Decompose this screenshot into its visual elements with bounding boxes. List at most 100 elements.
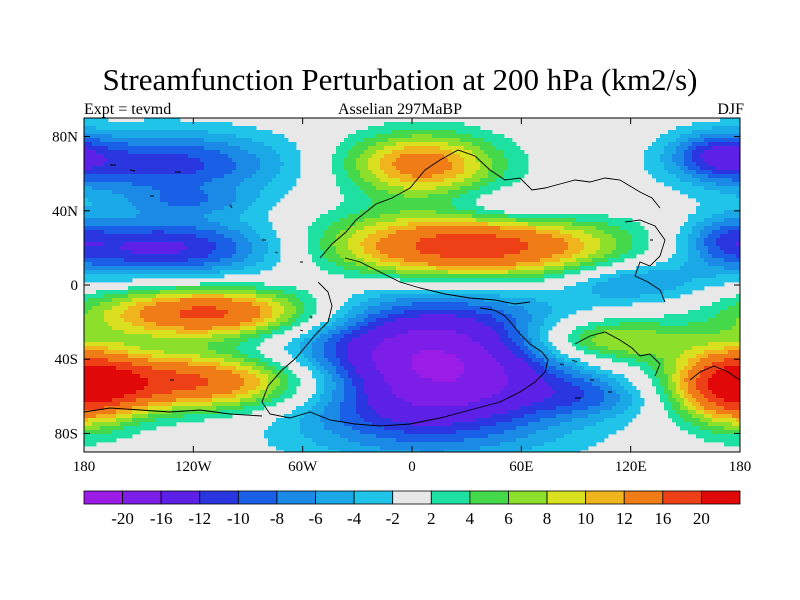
- field-cell: [536, 266, 541, 271]
- field-cell: [608, 222, 613, 227]
- field-cell: [456, 238, 461, 243]
- field-cell: [712, 150, 717, 155]
- field-cell: [204, 270, 209, 275]
- field-cell: [700, 126, 705, 131]
- field-cell: [416, 146, 421, 151]
- field-cell: [700, 150, 705, 155]
- field-cell: [488, 246, 493, 251]
- field-cell: [732, 146, 737, 151]
- field-cell: [704, 182, 709, 187]
- field-cell: [92, 234, 97, 239]
- field-cell: [728, 118, 733, 123]
- field-cell: [200, 190, 205, 195]
- field-cell: [440, 150, 445, 155]
- field-cell: [720, 134, 725, 139]
- field-cell: [280, 150, 285, 155]
- field-cell: [136, 146, 141, 151]
- field-cell: [432, 274, 437, 279]
- field-cell: [508, 222, 513, 227]
- field-cell: [500, 242, 505, 247]
- field-cell: [148, 246, 153, 251]
- field-cell: [676, 282, 681, 287]
- field-cell: [156, 154, 161, 159]
- field-cell: [260, 198, 265, 203]
- field-cell: [648, 274, 653, 279]
- field-cell: [284, 162, 289, 167]
- field-cell: [100, 198, 105, 203]
- field-cell: [196, 210, 201, 215]
- field-cell: [224, 158, 229, 163]
- field-cell: [448, 254, 453, 259]
- field-cell: [196, 266, 201, 271]
- field-cell: [84, 138, 89, 143]
- field-cell: [428, 246, 433, 251]
- field-cell: [208, 186, 213, 191]
- field-cell: [144, 182, 149, 187]
- field-cell: [372, 214, 377, 219]
- field-cell: [708, 134, 713, 139]
- field-cell: [356, 250, 361, 255]
- field-cell: [228, 270, 233, 275]
- field-cell: [736, 202, 740, 207]
- field-cell: [228, 262, 233, 267]
- field-cell: [388, 142, 393, 147]
- field-cell: [372, 130, 377, 135]
- field-cell: [484, 158, 489, 163]
- field-cell: [692, 270, 697, 275]
- field-cell: [476, 134, 481, 139]
- field-cell: [336, 182, 341, 187]
- field-cell: [568, 258, 573, 263]
- field-cell: [220, 154, 225, 159]
- field-cell: [256, 218, 261, 223]
- field-cell: [316, 262, 321, 267]
- field-cell: [368, 238, 373, 243]
- field-cell: [624, 238, 629, 243]
- field-cell: [448, 246, 453, 251]
- field-cell: [736, 126, 740, 131]
- field-cell: [104, 126, 109, 131]
- field-cell: [196, 234, 201, 239]
- field-cell: [216, 274, 221, 279]
- field-cell: [568, 246, 573, 251]
- field-cell: [136, 138, 141, 143]
- field-cell: [108, 186, 113, 191]
- field-cell: [88, 186, 93, 191]
- field-cell: [440, 174, 445, 179]
- field-cell: [524, 218, 529, 223]
- field-cell: [180, 158, 185, 163]
- field-cell: [444, 274, 449, 279]
- field-cell: [168, 142, 173, 147]
- field-cell: [404, 258, 409, 263]
- field-cell: [436, 154, 441, 159]
- field-cell: [140, 234, 145, 239]
- field-cell: [236, 238, 241, 243]
- field-cell: [196, 274, 201, 279]
- field-cell: [664, 274, 669, 279]
- field-cell: [416, 166, 421, 171]
- field-cell: [424, 154, 429, 159]
- field-cell: [164, 214, 169, 219]
- field-cell: [412, 182, 417, 187]
- field-cell: [428, 166, 433, 171]
- field-cell: [280, 182, 285, 187]
- field-cell: [88, 150, 93, 155]
- field-cell: [380, 158, 385, 163]
- field-cell: [160, 262, 165, 267]
- field-cell: [244, 126, 249, 131]
- field-cell: [400, 278, 405, 283]
- field-cell: [292, 150, 297, 155]
- field-cell: [172, 210, 177, 215]
- field-cell: [736, 238, 740, 243]
- field-cell: [92, 150, 97, 155]
- field-cell: [160, 210, 165, 215]
- field-cell: [268, 166, 273, 171]
- field-cell: [700, 270, 705, 275]
- field-cell: [224, 178, 229, 183]
- field-cell: [716, 206, 721, 211]
- field-cell: [336, 254, 341, 259]
- field-cell: [248, 178, 253, 183]
- field-cell: [152, 154, 157, 159]
- field-cell: [340, 162, 345, 167]
- field-cell: [212, 218, 217, 223]
- field-cell: [232, 282, 237, 287]
